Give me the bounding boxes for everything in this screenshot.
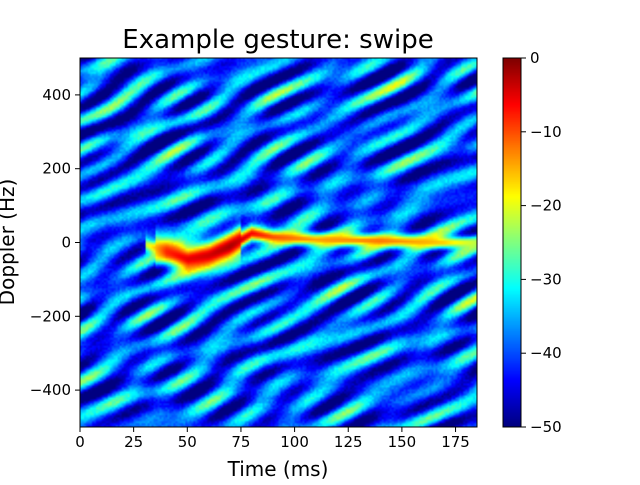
colorbar-gradient [503, 58, 521, 427]
x-tick-label: 125 [334, 433, 363, 451]
x-tick-label: 50 [178, 433, 197, 451]
y-axis-ticks: 400 200 0 −200 −400 [30, 86, 80, 399]
y-tick-label: −400 [30, 381, 71, 399]
y-tick-label: 0 [61, 234, 71, 252]
x-tick-label: 25 [124, 433, 143, 451]
x-tick-label: 0 [75, 433, 85, 451]
x-axis-ticks: 0 25 50 75 100 125 150 175 [75, 427, 470, 451]
heatmap [80, 58, 477, 427]
colorbar-tick-label: −50 [530, 418, 562, 436]
colorbar-tick-label: −20 [530, 197, 562, 215]
colorbar-ticks: 0 −10 −20 −30 −40 −50 [521, 49, 562, 436]
colorbar-tick-label: 0 [530, 49, 540, 67]
x-tick-label: 75 [231, 433, 250, 451]
colorbar-tick-label: −10 [530, 123, 562, 141]
x-tick-label: 150 [388, 433, 417, 451]
colorbar-frame [502, 57, 522, 428]
y-tick-label: 400 [42, 86, 71, 104]
y-tick-label: −200 [30, 307, 71, 325]
y-axis-label: Doppler (Hz) [0, 179, 19, 306]
x-axis-label: Time (ms) [227, 457, 329, 480]
chart-title: Example gesture: swipe [122, 25, 433, 55]
x-tick-label: 100 [280, 433, 309, 451]
colorbar [502, 57, 522, 428]
colorbar-tick-label: −30 [530, 270, 562, 288]
colorbar-tick-label: −40 [530, 344, 562, 362]
spectrogram-image [80, 58, 477, 427]
y-tick-label: 200 [42, 160, 71, 178]
x-tick-label: 175 [441, 433, 470, 451]
